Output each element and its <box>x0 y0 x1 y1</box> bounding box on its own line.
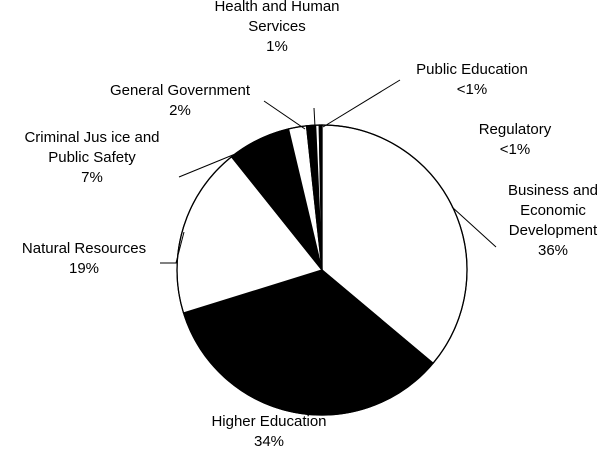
slice-label: Regulatory <1% <box>479 121 552 158</box>
slice-name: Higher Education <box>211 413 326 430</box>
slice-name: Natural Resources <box>22 240 146 257</box>
slice-percent: 36% <box>538 242 568 259</box>
leader-line <box>451 206 497 248</box>
slice-name: Public Education <box>416 61 528 78</box>
slice-name: Public Safety <box>48 149 136 166</box>
slice-percent: <1% <box>500 141 530 158</box>
slice-label: Business and Economic Development 36% <box>508 182 598 259</box>
leader-line <box>322 79 401 128</box>
slice-label: Natural Resources 19% <box>22 240 146 277</box>
slice-percent: <1% <box>457 81 487 98</box>
slice-name: Development <box>509 222 598 239</box>
slice-percent: 1% <box>266 38 288 55</box>
slice-percent: 2% <box>169 102 191 119</box>
slice-label: General Government 2% <box>110 82 251 119</box>
slice-name: Business and <box>508 182 598 199</box>
slice-label: Higher Education 34% <box>211 413 326 450</box>
slice-percent: 7% <box>81 169 103 186</box>
slice-name: Economic <box>520 202 586 219</box>
pie-slices <box>176 124 468 416</box>
slice-name: Health and Human <box>214 0 339 15</box>
slice-percent: 19% <box>69 260 99 277</box>
slice-name: Regulatory <box>479 121 552 138</box>
slice-name: General Government <box>110 82 251 99</box>
slice-label: Health and Human Services 1% <box>214 0 339 55</box>
slice-label: Public Education <1% <box>416 61 528 98</box>
leader-lines <box>160 79 497 264</box>
leader-line <box>160 231 185 264</box>
pie-outline <box>176 124 468 416</box>
slice-name: Criminal Jus ice and <box>24 129 159 146</box>
slice-label: Criminal Jus ice and Public Safety 7% <box>24 129 159 186</box>
leader-line <box>313 107 316 128</box>
slice-percent: 34% <box>254 433 284 450</box>
leader-line <box>178 149 246 178</box>
leader-line <box>263 100 306 130</box>
slice-labels: Business and Economic Development 36% Higher… <box>22 0 598 450</box>
slice-name: Services <box>248 18 306 35</box>
